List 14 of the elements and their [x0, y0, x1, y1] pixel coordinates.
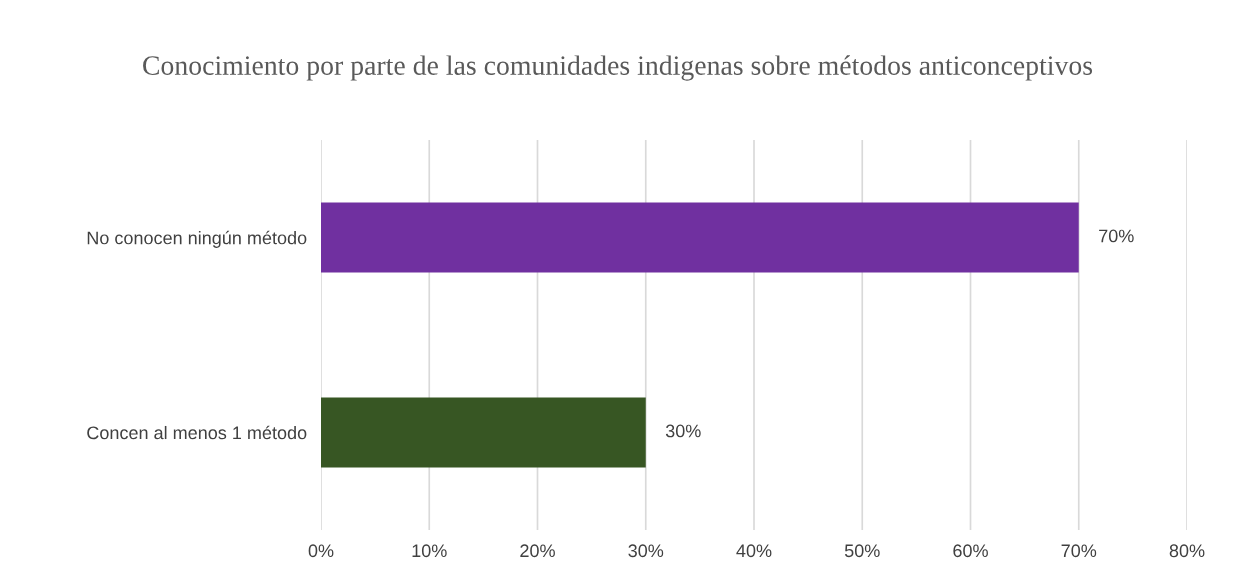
- x-tick-label: 70%: [1061, 544, 1097, 558]
- y-tick-label: No conocen ningún método: [87, 230, 307, 248]
- x-tick-label: 0%: [308, 544, 334, 558]
- x-tick-label: 80%: [1169, 544, 1205, 558]
- x-tick-label: 40%: [736, 544, 772, 558]
- data-label: 70%: [1099, 229, 1134, 243]
- x-tick-label: 50%: [844, 544, 880, 558]
- x-tick-label: 60%: [953, 544, 988, 558]
- x-tick-label: 30%: [628, 544, 664, 558]
- y-tick-label: Concen al menos 1 método: [87, 425, 307, 440]
- chart-title: Conocimiento por parte de las comunidades indigenas sobre métodos anticonceptivos: [143, 55, 1093, 81]
- x-tick-label: 10%: [412, 544, 447, 558]
- x-tick-label: 20%: [520, 544, 555, 558]
- data-label: 30%: [665, 424, 701, 438]
